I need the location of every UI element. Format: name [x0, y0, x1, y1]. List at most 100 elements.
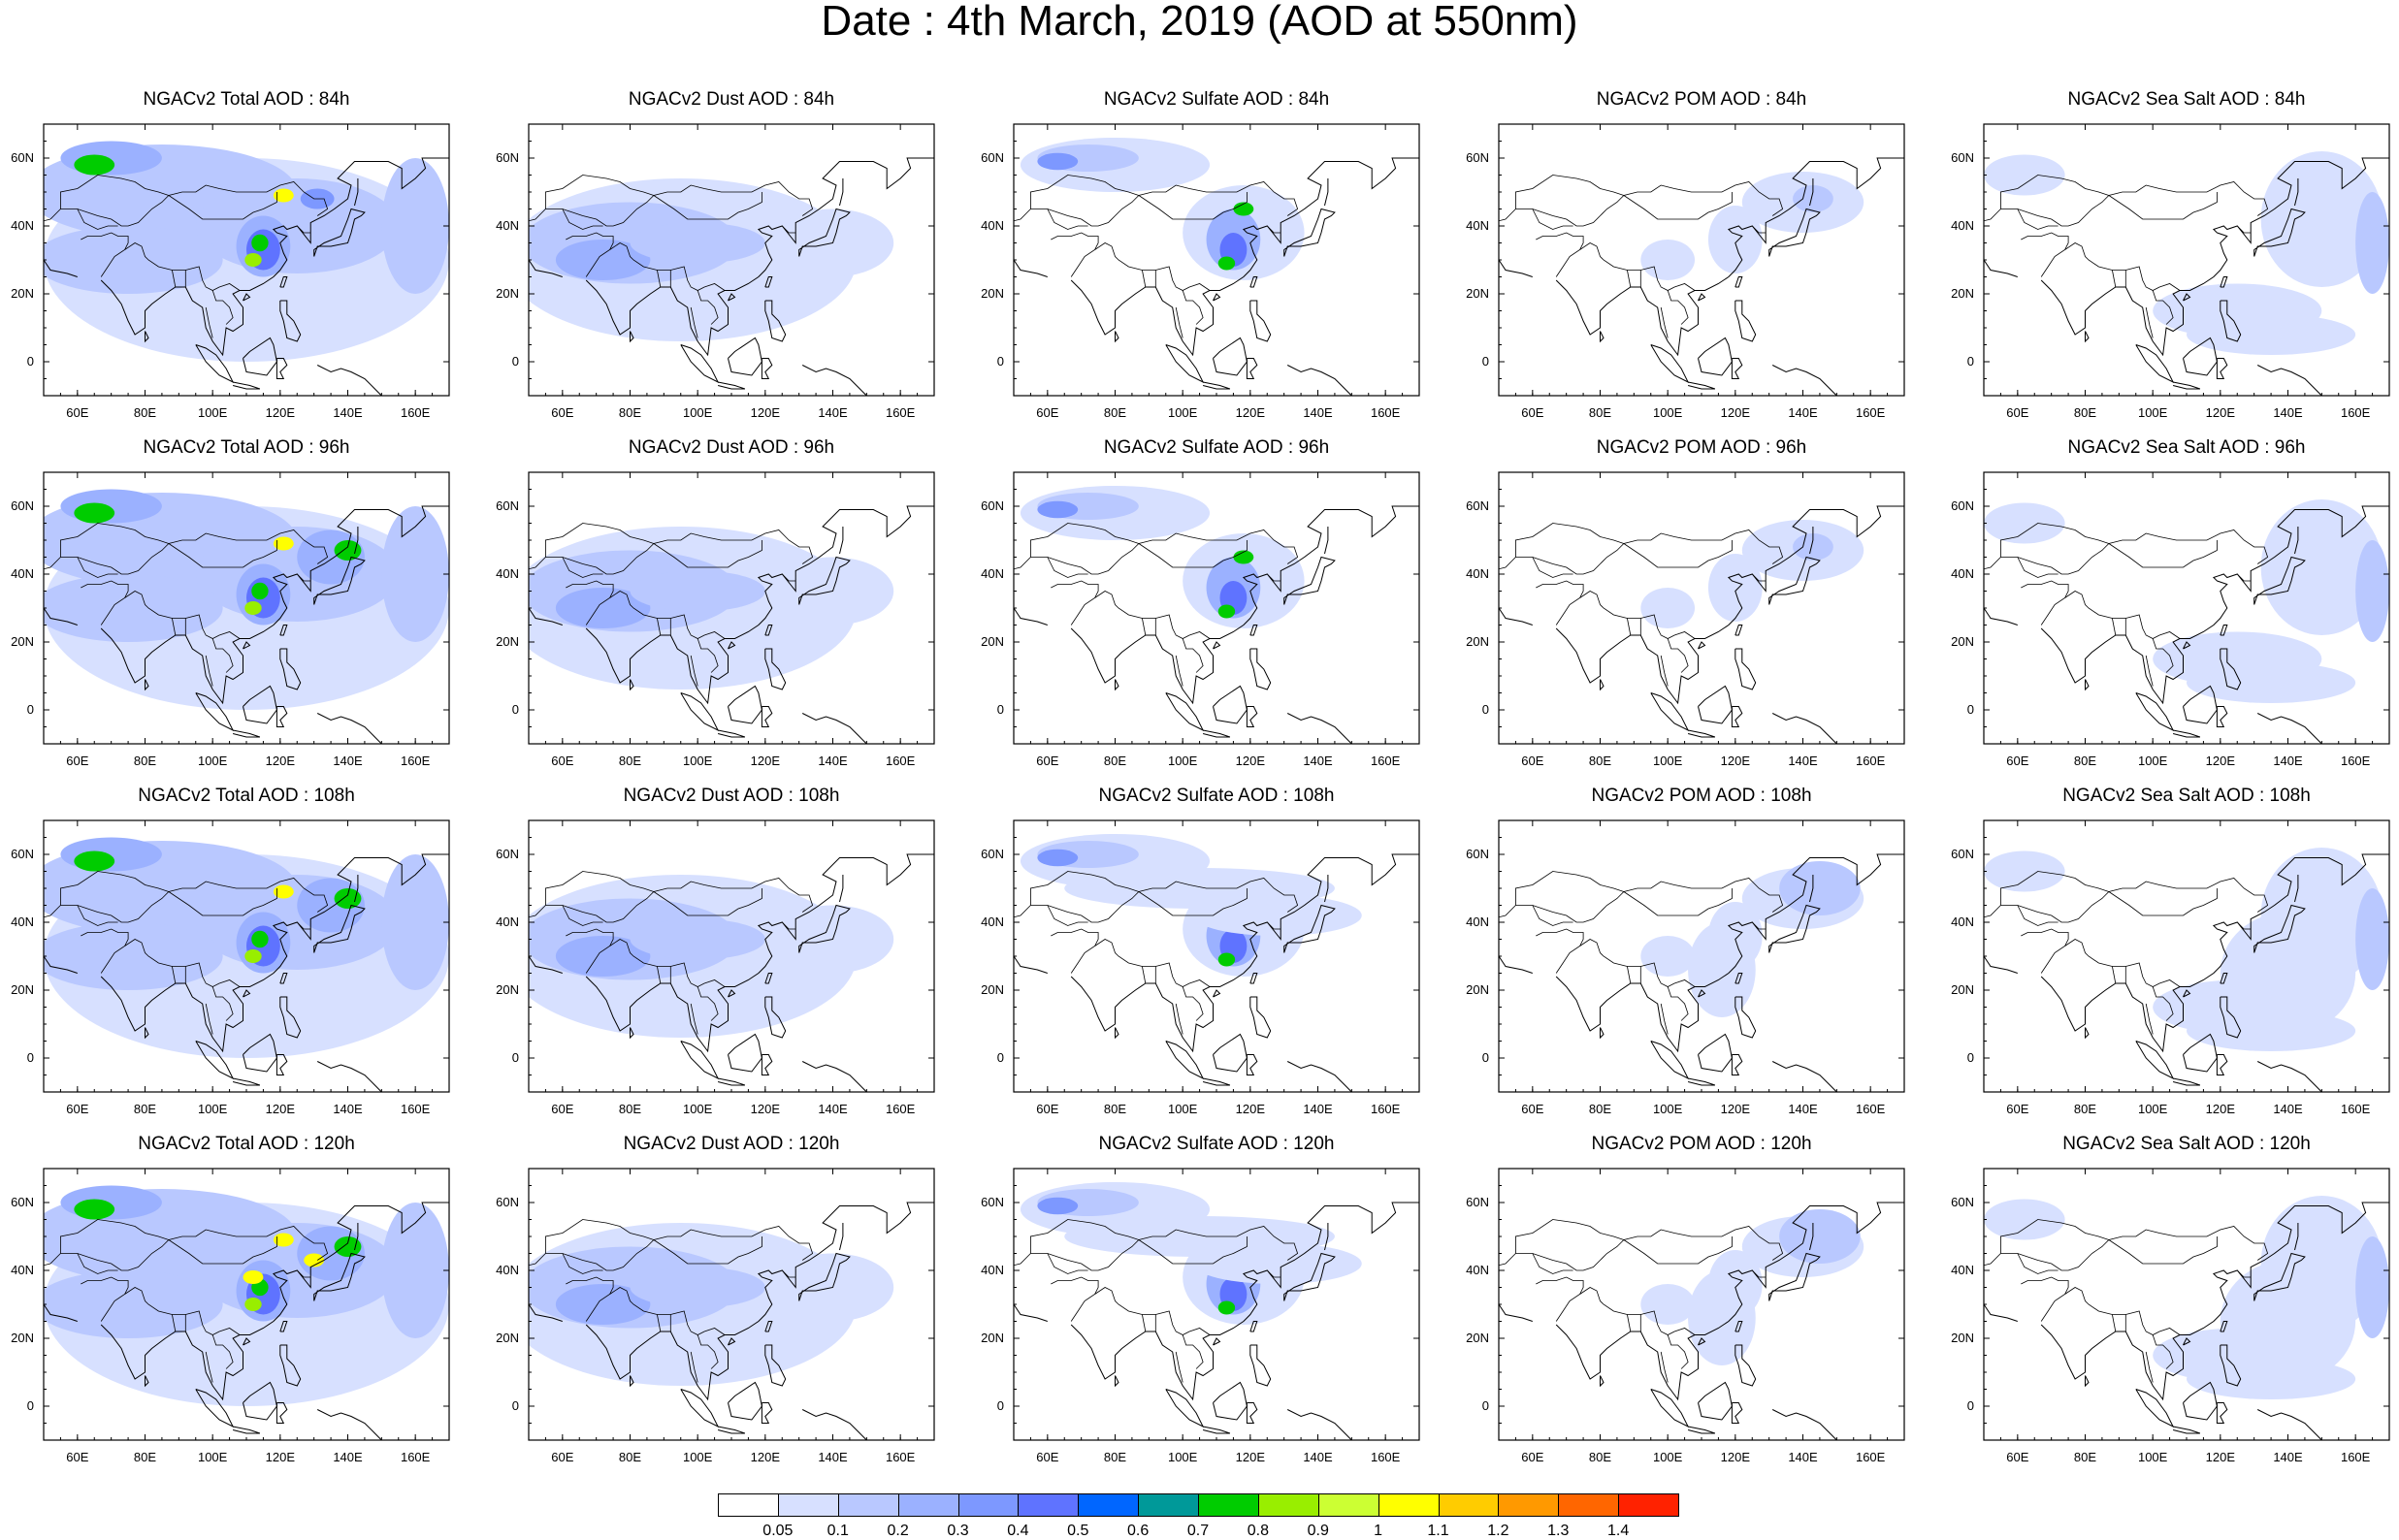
coastline: [1115, 679, 1119, 691]
coastline: [2085, 679, 2090, 691]
x-tick-label: 60E: [2006, 405, 2028, 420]
coastline: [839, 178, 844, 207]
map-panel-pom-120h: NGACv2 POM AOD : 120h 60E 80E 100E 120E 140E 1…: [1456, 1134, 1912, 1477]
coastline: [782, 921, 796, 930]
y-tick-label: 0: [997, 702, 1004, 717]
map-panel-sulfate-108h: NGACv2 Sulfate AOD : 108h 60E 80E 100E 120E 1…: [971, 786, 1427, 1129]
coastline: [1213, 337, 1248, 376]
x-tick-label: 160E: [1371, 1102, 1401, 1116]
coastline: [60, 175, 170, 209]
coastline: [1047, 209, 1088, 230]
x-tick-label: 100E: [1653, 754, 1683, 768]
aod-map: 60E 80E 100E 120E 140E 160E 60N 40N 20N 0: [496, 123, 935, 420]
coastline: [761, 1054, 773, 1075]
coastline: [1536, 1276, 1584, 1322]
coastline: [2040, 834, 2389, 1053]
coastline: [243, 293, 251, 302]
coastline: [728, 641, 736, 650]
aod-field-contour: [243, 1270, 264, 1284]
coastline: [354, 875, 359, 903]
coastline: [630, 1027, 634, 1040]
coastline: [697, 1334, 719, 1369]
coastline: [211, 986, 234, 1021]
x-tick-label: 120E: [266, 405, 296, 420]
colorbar-label: 0.2: [887, 1523, 909, 1539]
coastline: [566, 928, 614, 974]
coastline: [529, 259, 563, 277]
coastline: [1213, 989, 1221, 998]
coastline: [1768, 1252, 1821, 1301]
coastline: [1536, 580, 1584, 626]
coastline: [2183, 1337, 2191, 1346]
y-tick-label: 60N: [1951, 847, 1974, 861]
coastline: [243, 337, 277, 376]
x-tick-label: 160E: [2341, 754, 2371, 768]
y-tick-label: 20N: [981, 634, 1004, 649]
x-tick-label: 80E: [1589, 1102, 1611, 1116]
coastline: [1246, 1402, 1258, 1424]
aod-field-contour: [1217, 604, 1236, 619]
coastline: [279, 276, 288, 288]
coastline: [690, 1351, 698, 1383]
coastline: [1283, 904, 1336, 953]
coastline: [2040, 486, 2389, 705]
coastline: [1667, 290, 1689, 325]
coastline: [529, 1303, 563, 1322]
coastline: [1698, 989, 1706, 998]
coastline: [2237, 1269, 2252, 1278]
coastline: [657, 270, 662, 288]
coastline: [1499, 1303, 1533, 1322]
coastline: [1213, 1337, 1221, 1346]
panel-title: NGACv2 POM AOD : 120h: [1591, 1134, 1812, 1154]
colorbar-legend: 0.05 0.1 0.2 0.3 0.4 0.5 0.6 0.7 0.8 0.9 1 1.1 1.2 1.…: [718, 1493, 1679, 1540]
coastline: [2220, 996, 2242, 1039]
map-panel-sulfate-120h: NGACv2 Sulfate AOD : 120h 60E 80E 100E 120E 1…: [971, 1134, 1427, 1477]
coastline: [279, 625, 288, 636]
x-tick-label: 160E: [1856, 405, 1886, 420]
y-tick-label: 60N: [496, 150, 519, 165]
aod-field-contour: [1192, 895, 1362, 936]
coastline: [653, 1236, 762, 1265]
coastline: [44, 955, 78, 974]
coastline: [1267, 573, 1281, 582]
coastline: [2112, 1314, 2117, 1332]
coastline: [232, 381, 261, 390]
coastline: [653, 540, 762, 568]
coastline: [764, 973, 773, 984]
coastline: [529, 529, 814, 575]
x-tick-label: 140E: [333, 1102, 363, 1116]
aod-field-contour: [1707, 206, 1763, 273]
coastline: [1650, 1041, 1690, 1080]
coastline: [2183, 641, 2191, 650]
x-tick-label: 80E: [2074, 754, 2096, 768]
x-tick-label: 60E: [2006, 754, 2028, 768]
x-tick-label: 120E: [1236, 754, 1266, 768]
map-panel-dust-84h: NGACv2 Dust AOD : 84h 60E 80E 100E 120E 140E 1…: [486, 89, 942, 433]
map-panel-dust-120h: NGACv2 Dust AOD : 120h 60E 80E 100E 120E 140E…: [486, 1134, 942, 1477]
coastline: [279, 1344, 302, 1387]
coastline: [1984, 1226, 2269, 1271]
coastline: [243, 989, 251, 998]
y-tick-label: 40N: [11, 566, 34, 581]
panel-title: NGACv2 POM AOD : 108h: [1591, 786, 1812, 806]
aod-field-contour: [244, 1298, 262, 1311]
coastline: [2253, 904, 2306, 953]
coastline: [657, 966, 662, 984]
aod-map: 60E 80E 100E 120E 140E 160E 60N 40N 20N 0: [1951, 1168, 2390, 1464]
colorbar-swatch: [1078, 1493, 1140, 1517]
coastline: [1267, 921, 1281, 930]
colorbar-swatch: [1498, 1493, 1560, 1517]
coastline: [2256, 365, 2322, 396]
coastline: [1752, 1269, 1767, 1278]
coastline: [1283, 1252, 1336, 1301]
aod-field-contour: [1793, 185, 1833, 212]
y-tick-label: 20N: [11, 1331, 34, 1345]
aod-map: 60E 80E 100E 120E 140E 160E 60N 40N 20N 0: [981, 819, 1420, 1116]
coastline: [728, 1033, 762, 1073]
coastline: [764, 1344, 787, 1387]
coastline: [1286, 365, 1352, 396]
coastline: [243, 685, 277, 724]
coastline: [2112, 618, 2117, 636]
coastline: [2256, 1409, 2322, 1440]
x-tick-label: 140E: [1303, 1102, 1333, 1116]
